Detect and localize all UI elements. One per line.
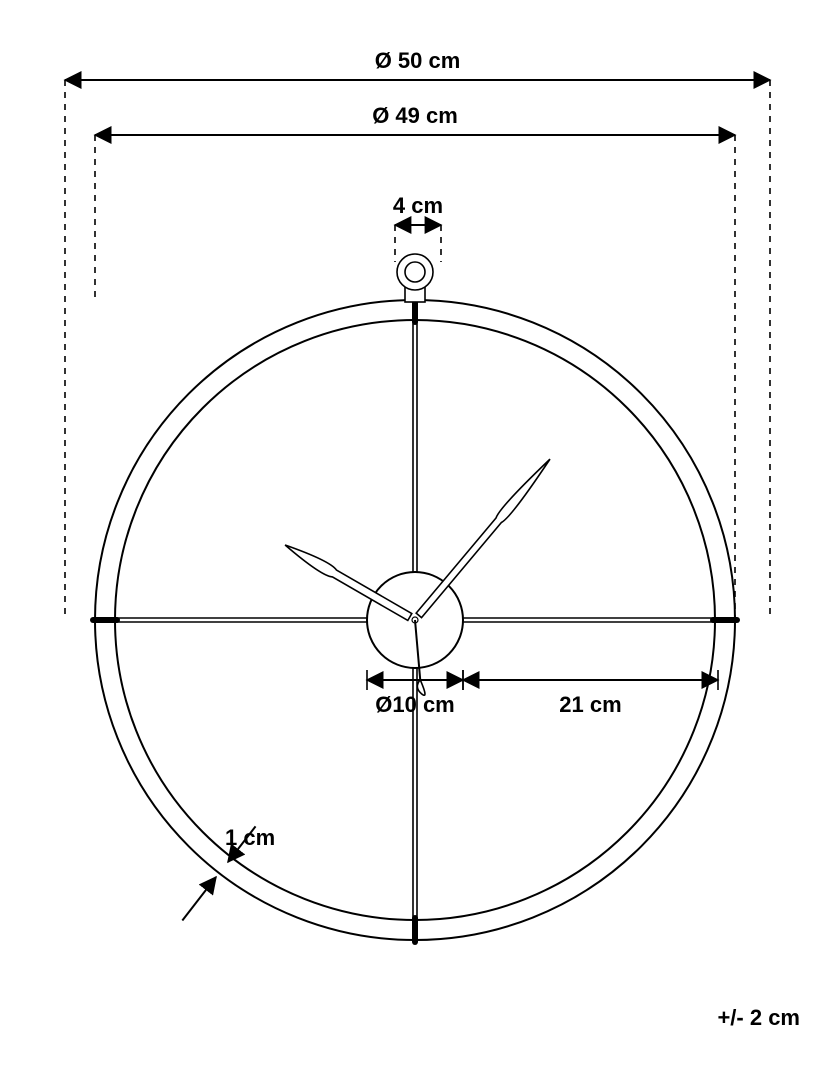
label-hanger-width: 4 cm <box>393 193 443 218</box>
label-outer-diameter: Ø 50 cm <box>375 48 461 73</box>
clock-outline <box>93 254 737 942</box>
label-rim-thickness: 1 cm <box>225 825 275 850</box>
label-inner-diameter: Ø 49 cm <box>372 103 458 128</box>
label-tolerance: +/- 2 cm <box>717 1005 800 1030</box>
label-hub-diameter: Ø10 cm <box>375 692 455 717</box>
clock-dimension-diagram: Ø 50 cm Ø 49 cm 4 cm Ø10 cm 21 cm 1 cm +… <box>0 0 830 1080</box>
label-spoke-length: 21 cm <box>559 692 621 717</box>
